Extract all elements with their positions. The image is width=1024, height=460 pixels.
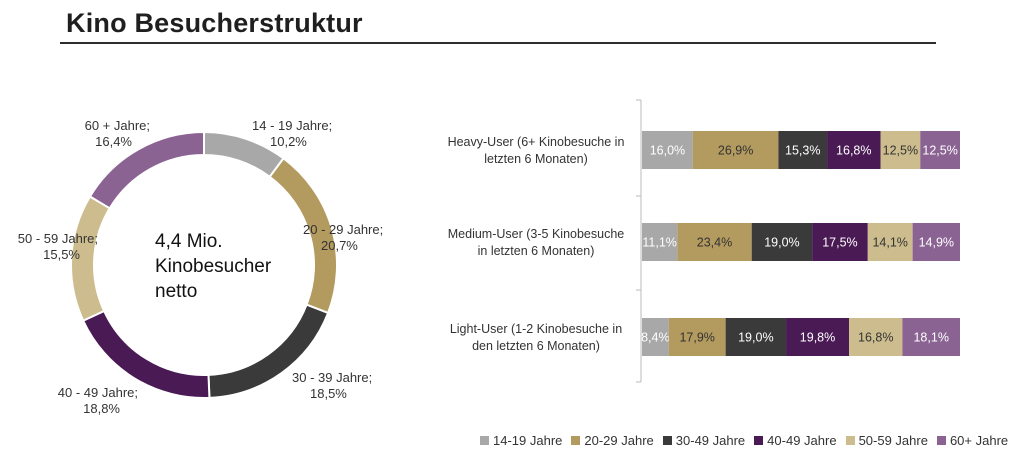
title-underline <box>60 42 936 44</box>
legend-label: 40-49 Jahre <box>767 433 837 448</box>
slice-label-value: 10,2% <box>270 134 307 149</box>
bar-segment-label: 23,4% <box>697 236 732 250</box>
donut-chart: 14 - 19 Jahre;10,2% 20 - 29 Jahre;20,7% 30… <box>18 118 383 416</box>
bar-segment-label: 19,0% <box>764 236 799 250</box>
legend-swatch <box>936 436 946 445</box>
bar-segment <box>912 223 960 261</box>
slice-label-name: 30 - 39 Jahre; <box>292 370 372 385</box>
slice-label-value: 15,5% <box>43 247 80 262</box>
bar-segment <box>692 131 779 169</box>
bar-segment <box>677 223 752 261</box>
donut-center-text: netto <box>155 281 197 302</box>
bar-segment <box>642 223 678 261</box>
legend-item: 20-29 Jahre <box>571 433 654 448</box>
legend-label: 30-49 Jahre <box>675 433 746 448</box>
bar-category-label: den letzten 6 Monaten) <box>472 339 600 353</box>
slice-label-value: 16,4% <box>95 134 132 149</box>
bar-segment <box>849 318 903 356</box>
bar-segment-label: 18,1% <box>913 331 948 345</box>
stacked-bar-chart: Heavy-User (6+ Kinobesuche in letzten 6 M… <box>448 99 960 383</box>
legend-label: 20-29 Jahre <box>584 433 654 448</box>
bar-category-label: letzten 6 Monaten) <box>484 152 588 166</box>
bar-segment <box>880 131 921 169</box>
legend-item: 30-49 Jahre <box>662 433 746 448</box>
bar-category-label: in letzten 6 Monaten) <box>478 244 595 258</box>
bar-category-label: Medium-User (3-5 Kinobesuche <box>448 227 625 241</box>
bar-segment <box>920 131 960 169</box>
bar-segment-label: 16,8% <box>836 144 871 158</box>
bar-segment-label: 8,4% <box>641 331 670 345</box>
bar-segment-label: 16,0% <box>650 144 685 158</box>
bar-segment-label: 19,8% <box>800 331 835 345</box>
bar-segment-label: 19,0% <box>738 331 773 345</box>
legend-swatch <box>662 436 672 445</box>
legend-swatch <box>571 436 581 445</box>
legend-item: 60+ Jahre <box>936 433 1009 448</box>
legend-swatch <box>754 436 764 445</box>
bar-segment <box>827 131 881 169</box>
bar-category-label: Heavy-User (6+ Kinobesuche in <box>448 135 625 149</box>
legend-item: 40-49 Jahre <box>754 433 837 448</box>
bar-segment-label: 14,9% <box>919 236 954 250</box>
bar-category-label: Light-User (1-2 Kinobesuche in <box>450 322 622 336</box>
legend-item: 14-19 Jahre <box>480 433 562 448</box>
bar-segment <box>642 131 693 169</box>
legend-label: 14-19 Jahre <box>493 433 563 448</box>
bar-chart-legend: 14-19 Jahre 20-29 Jahre 30-49 Jahre 40-49 J… <box>480 433 1017 448</box>
donut-slice <box>88 130 205 210</box>
bar-segment-label: 17,5% <box>822 236 857 250</box>
bar-segment-label: 11,1% <box>642 236 677 250</box>
legend-swatch <box>480 436 489 445</box>
bar-segment <box>642 318 669 356</box>
bar-segment <box>778 131 828 169</box>
donut-center-text: 4,4 Mio. <box>155 231 223 252</box>
slice-label-name: 20 - 29 Jahre; <box>303 222 383 237</box>
slice-label-name: 60 + Jahre; <box>85 118 150 133</box>
bar-segment <box>668 318 726 356</box>
bar-segment <box>786 318 850 356</box>
bar-segment-label: 16,8% <box>858 331 893 345</box>
bar-segment <box>751 223 813 261</box>
slice-label-value: 18,5% <box>310 386 347 401</box>
bar-segment-label: 12,5% <box>883 144 918 158</box>
bar-segment <box>812 223 868 261</box>
bar-segment <box>867 223 913 261</box>
bar-segment <box>902 318 960 356</box>
legend-swatch <box>845 436 855 445</box>
slice-label-value: 18,8% <box>83 401 120 416</box>
slice-label-name: 50 - 59 Jahre; <box>18 231 98 246</box>
bar-segment-label: 26,9% <box>718 144 753 158</box>
slice-label-name: 14 - 19 Jahre; <box>252 118 332 133</box>
page-title: Kino Besucherstruktur <box>66 8 363 38</box>
bar-segment-label: 14,1% <box>872 236 907 250</box>
donut-center-text: Kinobesucher <box>155 256 272 277</box>
legend-item: 50-59 Jahre <box>845 433 928 448</box>
bar-segment-label: 15,3% <box>785 144 820 158</box>
bar-segment-label: 12,5% <box>922 144 957 158</box>
legend-label: 60+ Jahre <box>949 433 1009 448</box>
bar-segment-label: 17,9% <box>679 331 714 345</box>
slice-label-name: 40 - 49 Jahre; <box>58 385 138 400</box>
legend-label: 50-59 Jahre <box>858 433 928 448</box>
slice-label-value: 20,7% <box>321 238 358 253</box>
bar-segment <box>725 318 787 356</box>
